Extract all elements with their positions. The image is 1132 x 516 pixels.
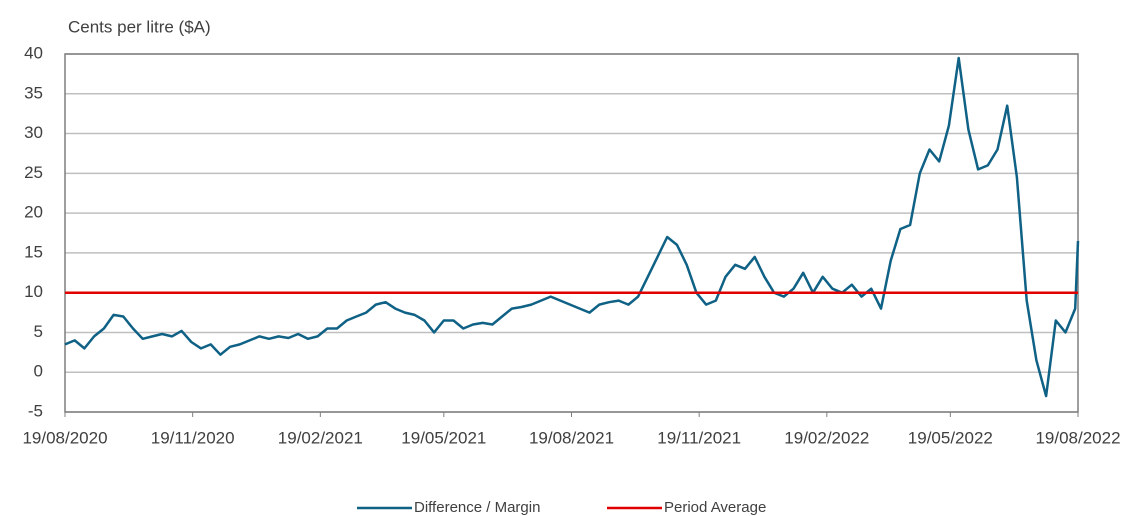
x-tick-label: 19/11/2020	[151, 428, 235, 447]
x-tick-label: 19/08/2022	[1035, 428, 1120, 447]
x-tick-label: 19/11/2021	[657, 428, 741, 447]
plot-frame	[64, 53, 1079, 413]
y-tick-label: -5	[28, 401, 43, 420]
y-tick-label: 25	[24, 163, 43, 182]
y-tick-label: 0	[34, 362, 43, 381]
y-tick-label: 5	[34, 322, 43, 341]
x-tick-label: 19/02/2022	[784, 428, 869, 447]
x-tick-label: 19/05/2022	[908, 428, 993, 447]
y-axis-label: Cents per litre ($A)	[68, 17, 211, 36]
y-tick-label: 20	[24, 203, 43, 222]
legend-label: Difference / Margin	[414, 499, 540, 516]
x-tick-label: 19/08/2021	[529, 428, 614, 447]
y-tick-label: 30	[24, 123, 43, 142]
y-tick-label: 40	[24, 43, 43, 62]
x-tick-label: 19/02/2021	[278, 428, 363, 447]
x-tick-label: 19/08/2020	[22, 428, 107, 447]
y-tick-label: 10	[24, 282, 43, 301]
y-tick-label: 35	[24, 83, 43, 102]
legend-label: Period Average	[664, 499, 766, 516]
series-line	[64, 56, 1080, 398]
y-tick-label: 15	[24, 242, 43, 261]
x-tick-label: 19/05/2021	[401, 428, 486, 447]
